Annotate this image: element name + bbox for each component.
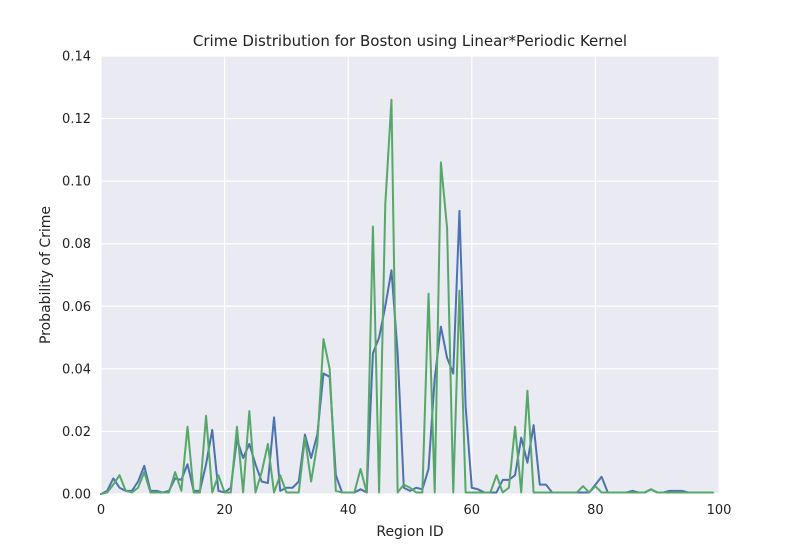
series-line-2 [100,98,714,495]
tick-labels: 0 20 40 60 80 100 0.00 0.02 0.04 0.06 0.08 0.10 0.12… [62,50,731,519]
y-axis-title: Probability of Crime [38,206,54,344]
x-tick-label: 60 [464,503,481,518]
series-lines [100,98,714,495]
y-tick-label: 0.08 [62,237,91,252]
y-tick-label: 0.14 [62,50,91,65]
y-tick-label: 0.04 [62,362,91,377]
x-tick-label: 40 [340,503,357,518]
plot-area [101,56,719,494]
x-tick-label: 0 [97,503,105,518]
x-tick-label: 80 [587,503,604,518]
y-tick-label: 0.06 [62,300,91,315]
x-tick-label: 20 [216,503,233,518]
chart-title: Crime Distribution for Boston using Line… [193,32,627,50]
y-tick-label: 0.02 [62,425,91,440]
x-tick-label: 100 [707,503,732,518]
x-axis-title: Region ID [376,524,443,540]
y-tick-label: 0.10 [62,175,91,190]
y-tick-label: 0.00 [62,488,91,503]
grid-lines [100,55,720,495]
y-tick-label: 0.12 [62,112,91,127]
